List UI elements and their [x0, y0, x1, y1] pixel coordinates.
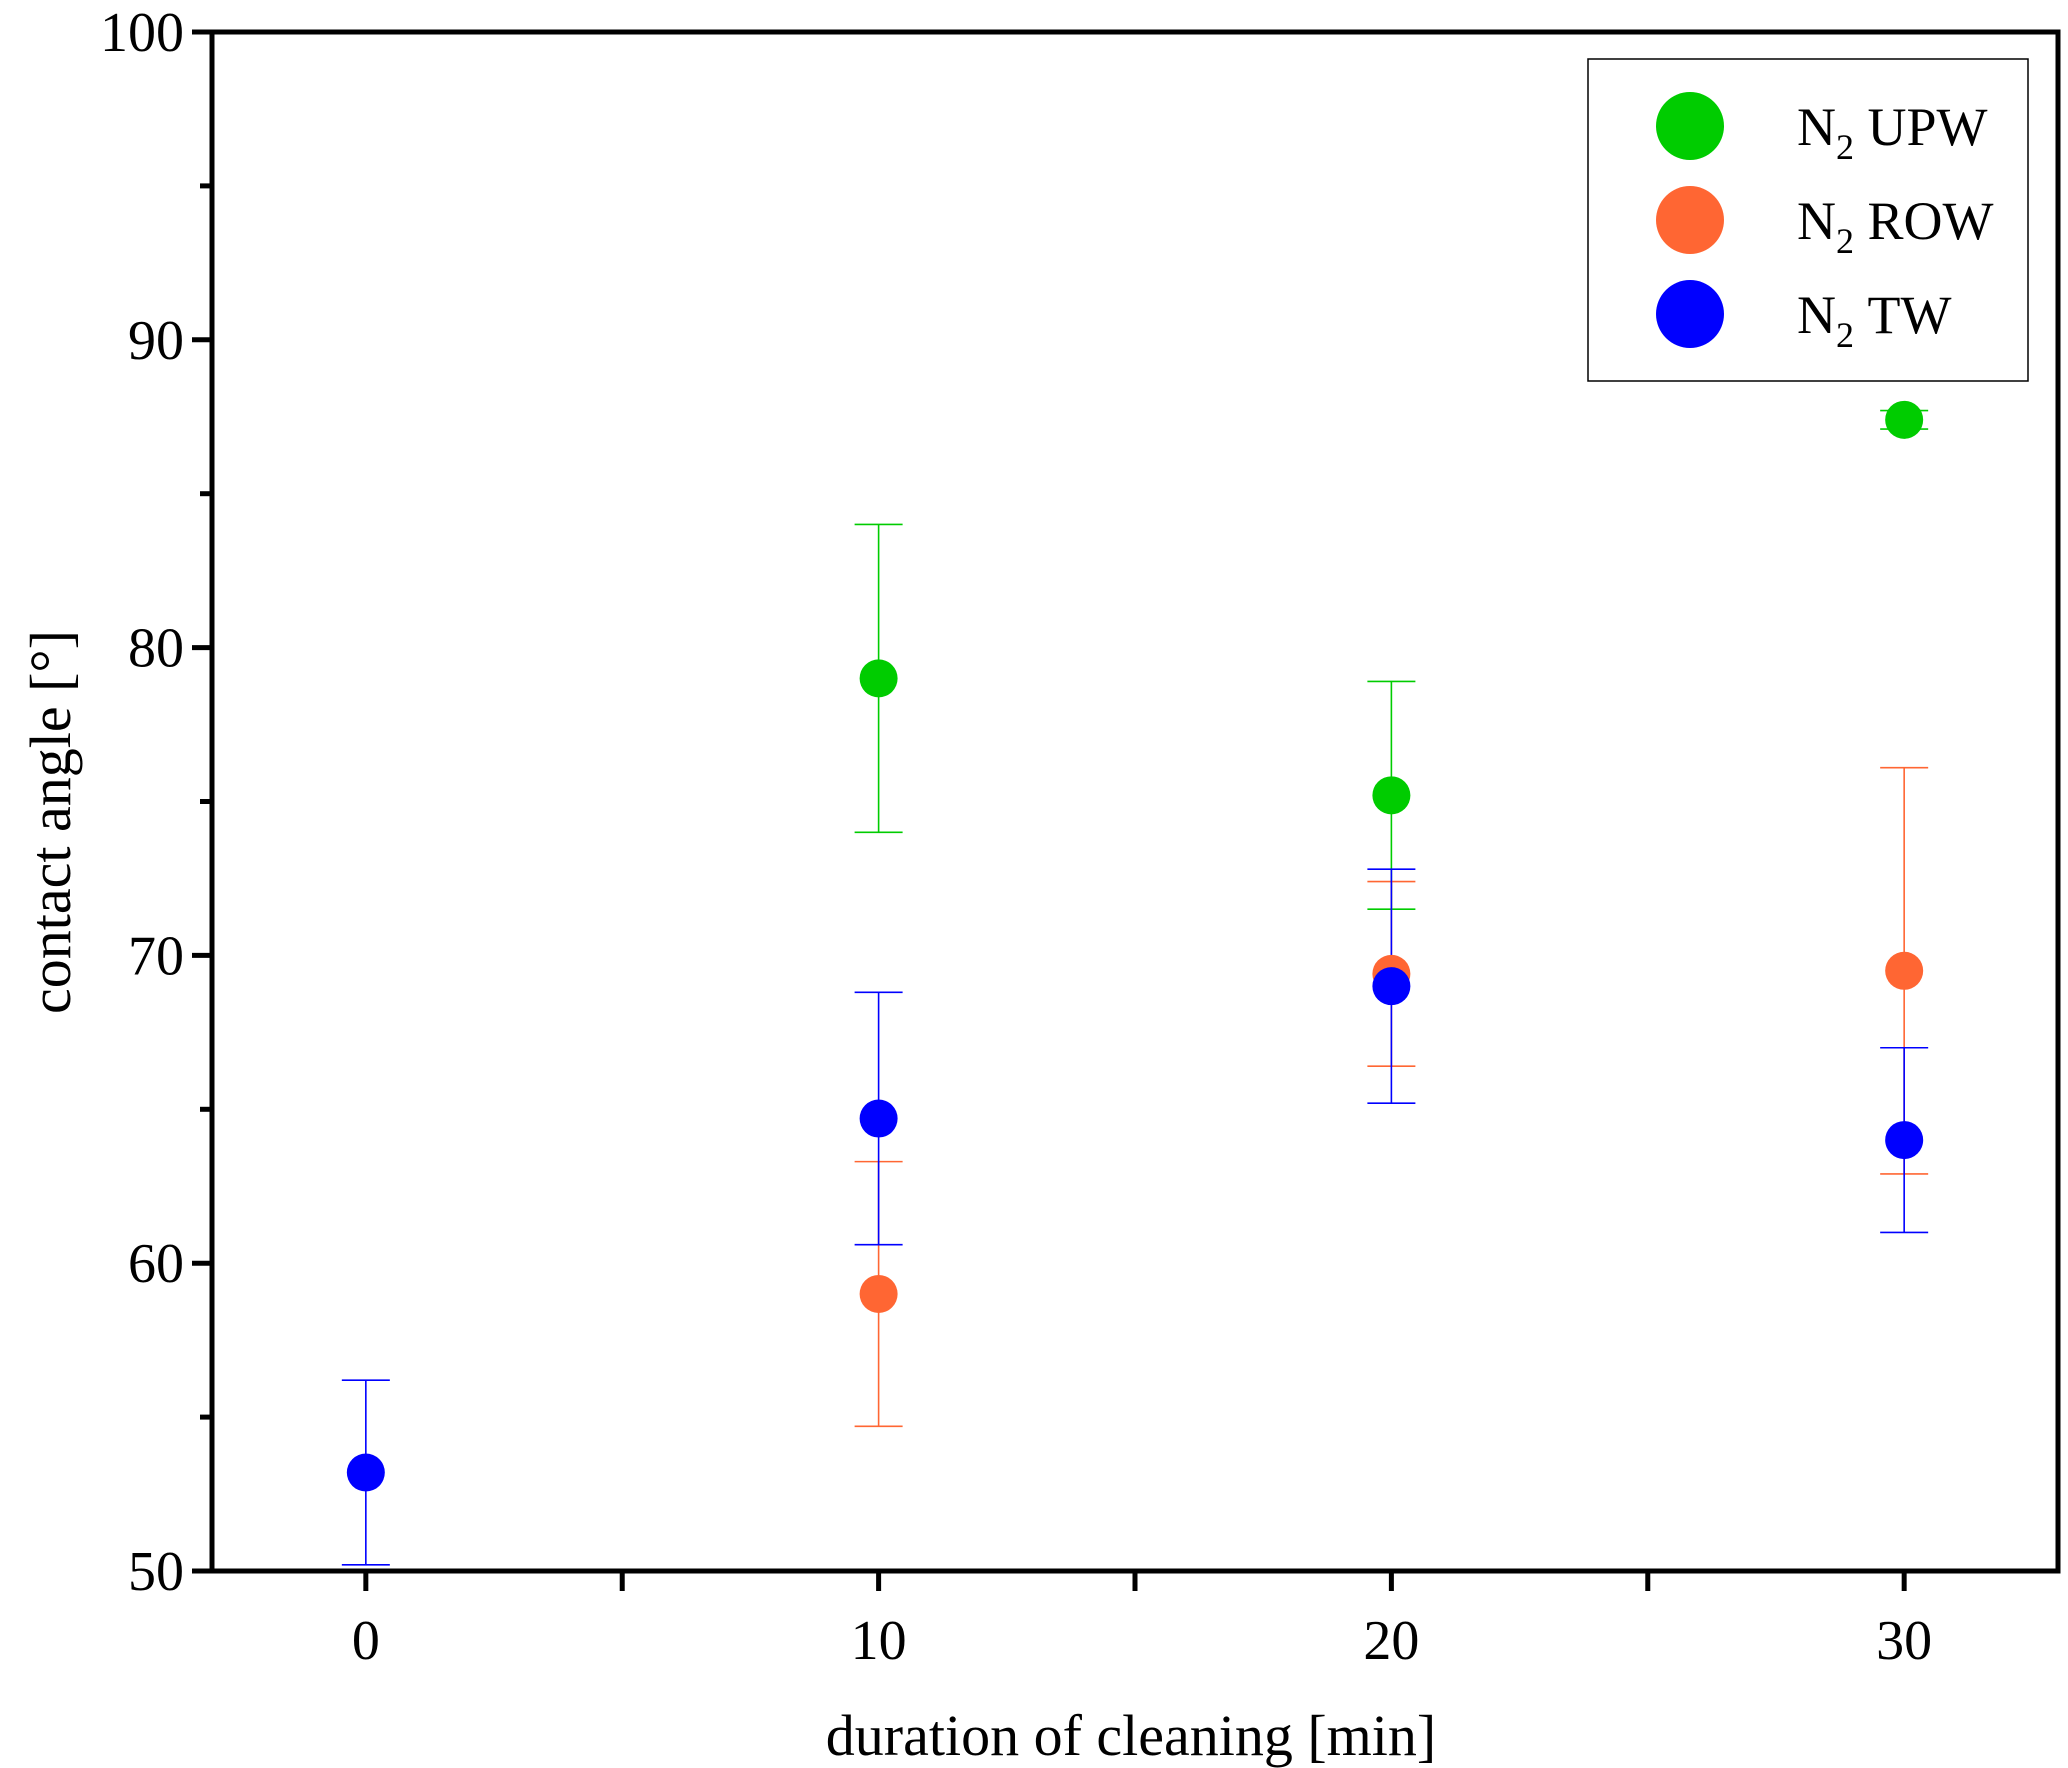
legend-label-n2-tw: N2 TW: [1797, 285, 1951, 355]
data-point-n2-tw: [1885, 1121, 1924, 1160]
data-points: [346, 400, 1924, 1492]
axis-tick-labels: 50 60 70 80 90 100 0 10 20 30: [100, 2, 1932, 1672]
legend-label-n2-upw: N2 UPW: [1797, 97, 1988, 167]
x-tick-label: 10: [851, 1610, 907, 1672]
data-point-n2-tw: [859, 1099, 898, 1138]
legend-marker-n2-tw: [1656, 280, 1724, 348]
error-bars: [341, 409, 1929, 1566]
legend-marker-n2-upw: [1656, 92, 1724, 160]
y-tick-label: 80: [128, 618, 184, 680]
x-tick-label: 20: [1363, 1610, 1419, 1672]
y-tick-label: 60: [128, 1233, 184, 1295]
y-tick-label: 50: [128, 1541, 184, 1603]
y-tick-label: 90: [128, 310, 184, 372]
legend: N2 UPW N2 ROW N2 TW: [1587, 58, 2029, 382]
data-point-n2-upw: [1885, 400, 1924, 439]
x-axis-title: duration of cleaning [min]: [826, 1703, 1436, 1768]
x-tick-label: 30: [1876, 1610, 1932, 1672]
x-tick-label: 0: [352, 1610, 380, 1672]
data-point-n2-tw: [346, 1453, 385, 1492]
data-point-n2-row: [1885, 951, 1924, 990]
data-point-n2-tw: [1372, 967, 1411, 1006]
y-tick-label: 70: [128, 925, 184, 987]
legend-label-n2-row: N2 ROW: [1797, 191, 1994, 261]
legend-marker-n2-row: [1656, 186, 1724, 254]
axis-ticks: [192, 29, 1907, 1591]
y-tick-label: 100: [100, 2, 184, 64]
y-axis-title: contact angle [°]: [18, 630, 83, 1014]
data-point-n2-row: [859, 1274, 898, 1313]
data-point-n2-upw: [1372, 776, 1411, 815]
data-point-n2-upw: [859, 659, 898, 698]
